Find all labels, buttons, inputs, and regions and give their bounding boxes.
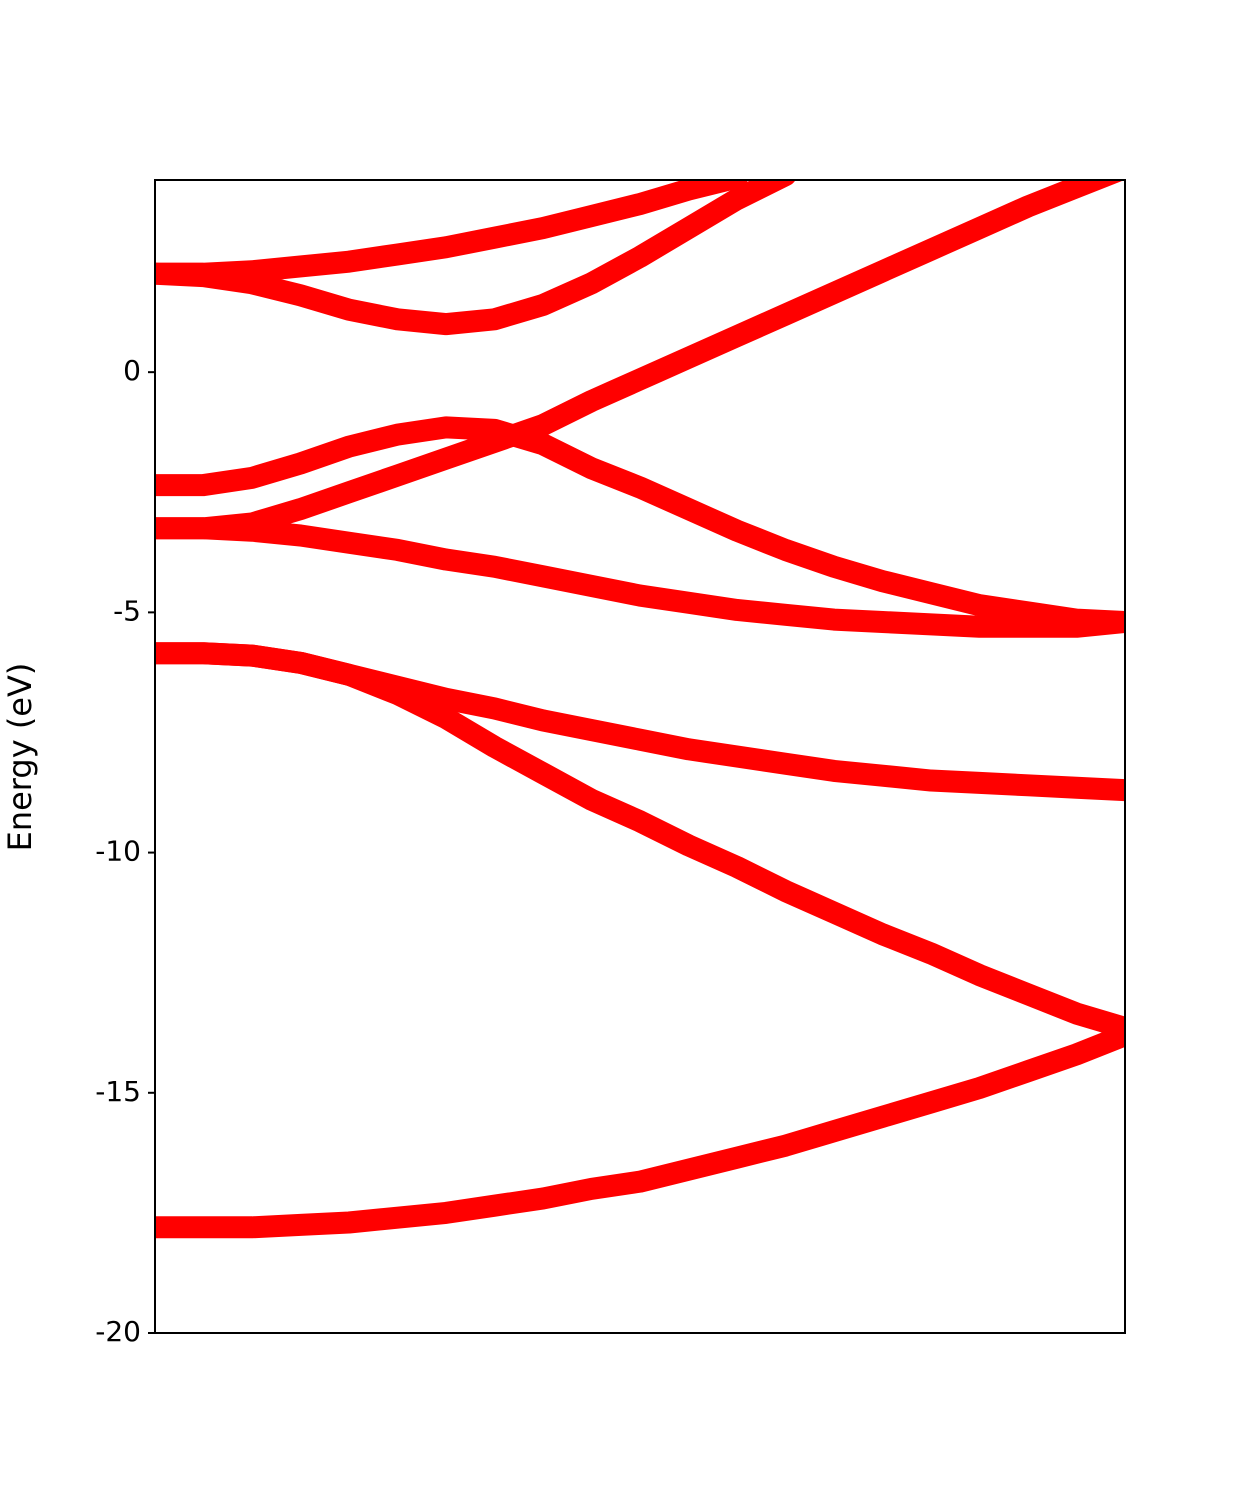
y-axis-label: Energy (eV)	[1, 663, 39, 852]
band-line	[155, 180, 796, 336]
band-line	[155, 517, 1125, 638]
y-tick-label: 0	[123, 354, 141, 387]
band-line	[155, 642, 1125, 802]
band-line	[155, 180, 1125, 540]
band-line	[155, 642, 1125, 1039]
band-line	[155, 416, 1125, 633]
y-tick-label: -20	[95, 1315, 141, 1348]
plot-area	[155, 180, 1125, 1239]
y-tick-label: -15	[95, 1075, 141, 1108]
axes-frame	[154, 179, 1126, 1334]
band-line	[155, 180, 748, 285]
y-tick-label: -5	[113, 594, 141, 627]
band-line	[155, 1024, 1125, 1239]
y-tick-label: -10	[95, 835, 141, 868]
